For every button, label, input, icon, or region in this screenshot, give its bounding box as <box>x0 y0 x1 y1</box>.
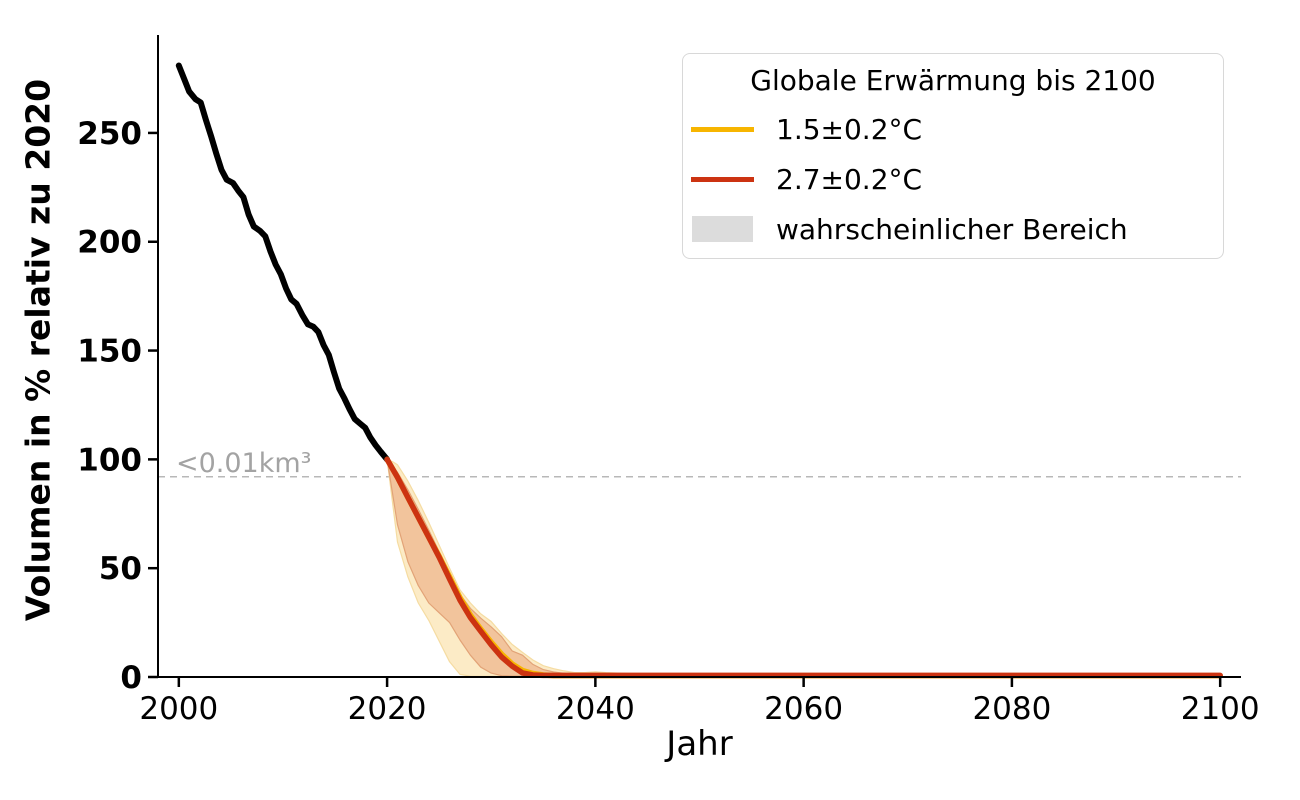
series-line-2 <box>384 456 1223 679</box>
x-tick-label: 2020 <box>348 691 427 727</box>
legend-swatch-likely-range-patch-icon <box>691 216 754 242</box>
x-tick-label: 2080 <box>972 691 1051 727</box>
y-axis-label: Volumen in % relativ zu 2020 <box>18 78 58 622</box>
y-tick-label: 100 <box>77 442 142 478</box>
x-tick-label: 2060 <box>764 691 843 727</box>
y-tick-label: 200 <box>77 225 142 261</box>
series-line-0 <box>175 62 391 463</box>
legend-item-likely-range: wahrscheinlicher Bereich <box>683 204 1223 254</box>
legend-label-likely-range: wahrscheinlicher Bereich <box>776 212 1128 246</box>
y-tick-label: 250 <box>77 116 142 152</box>
legend-label-1-5C: 1.5±0.2°C <box>776 112 923 146</box>
series-line-1 <box>384 456 1223 679</box>
x-tick-label: 2040 <box>556 691 635 727</box>
legend-item-1-5C: 1.5±0.2°C <box>683 104 1223 154</box>
legend: Globale Erwärmung bis 2100 1.5±0.2°C 2.7… <box>682 53 1224 259</box>
x-tick-label: 2100 <box>1181 691 1260 727</box>
y-tick-label: 50 <box>99 551 142 587</box>
legend-label-2-7C: 2.7±0.2°C <box>776 162 923 196</box>
uncertainty-band-1 <box>386 458 628 677</box>
legend-swatch-1-5C-line-icon <box>691 126 754 132</box>
threshold-annotation: <0.01km³ <box>176 448 312 479</box>
y-tick-label: 150 <box>77 334 142 370</box>
x-axis-label: Jahr <box>666 724 733 764</box>
x-tick-label: 2000 <box>139 691 218 727</box>
y-tick-label: 0 <box>120 660 142 696</box>
legend-title: Globale Erwärmung bis 2100 <box>750 64 1156 97</box>
legend-swatch-2-7C-line-icon <box>691 176 754 182</box>
legend-item-2-7C: 2.7±0.2°C <box>683 154 1223 204</box>
